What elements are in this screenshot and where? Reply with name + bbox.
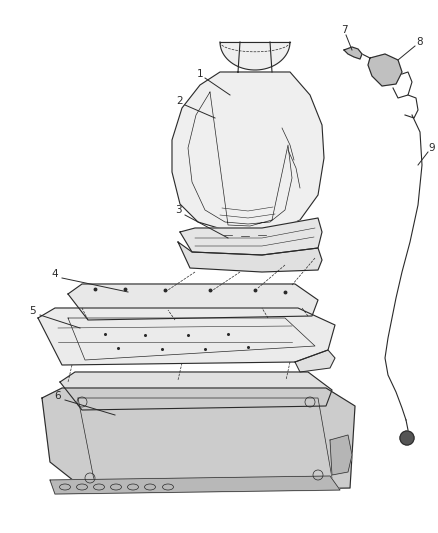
- Polygon shape: [344, 47, 362, 59]
- Text: 6: 6: [55, 391, 61, 401]
- Text: 4: 4: [52, 269, 58, 279]
- Polygon shape: [38, 308, 335, 365]
- Polygon shape: [220, 42, 290, 70]
- Text: 1: 1: [197, 69, 203, 79]
- Polygon shape: [368, 54, 402, 86]
- Polygon shape: [50, 476, 340, 494]
- Polygon shape: [42, 388, 355, 492]
- Polygon shape: [330, 435, 352, 475]
- Text: 3: 3: [175, 205, 181, 215]
- Text: 8: 8: [417, 37, 423, 47]
- Polygon shape: [172, 72, 324, 232]
- Polygon shape: [295, 350, 335, 372]
- Circle shape: [400, 431, 414, 445]
- Polygon shape: [178, 242, 322, 272]
- Text: 9: 9: [429, 143, 435, 153]
- Text: 7: 7: [341, 25, 347, 35]
- Text: 2: 2: [177, 96, 184, 106]
- Polygon shape: [180, 218, 322, 255]
- Text: 5: 5: [28, 306, 35, 316]
- Polygon shape: [68, 284, 318, 320]
- Polygon shape: [60, 372, 332, 410]
